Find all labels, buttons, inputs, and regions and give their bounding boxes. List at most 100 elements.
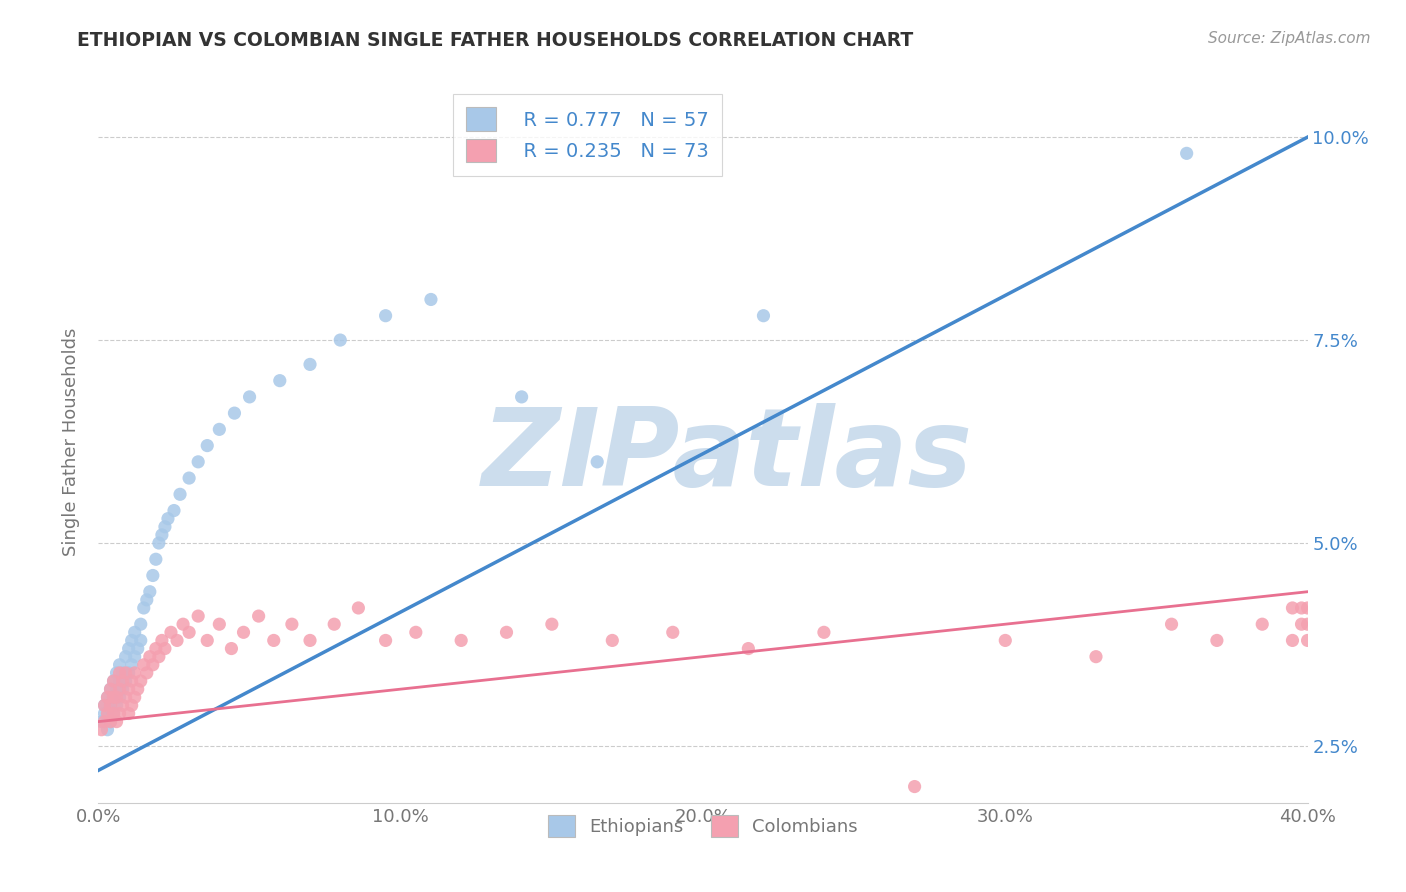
Point: [124, 665, 146, 680]
Point: [108, 673, 131, 688]
Point: [1281, 633, 1303, 648]
Point: [96, 706, 118, 721]
Point: [96, 706, 118, 721]
Point: [100, 682, 122, 697]
Point: [1291, 617, 1313, 632]
Point: [103, 706, 125, 721]
Point: [450, 633, 472, 648]
Point: [148, 536, 170, 550]
Point: [100, 714, 122, 729]
Point: [166, 633, 188, 648]
Point: [169, 487, 191, 501]
Point: [132, 601, 155, 615]
Point: [405, 625, 427, 640]
Point: [142, 657, 165, 672]
Point: [1206, 633, 1229, 648]
Point: [163, 503, 186, 517]
Point: [90, 714, 112, 729]
Point: [118, 706, 141, 721]
Point: [347, 601, 370, 615]
Point: [195, 439, 218, 453]
Point: [96, 690, 118, 705]
Text: Source: ZipAtlas.com: Source: ZipAtlas.com: [1208, 31, 1371, 46]
Point: [105, 682, 128, 697]
Point: [129, 673, 152, 688]
Point: [111, 665, 134, 680]
Point: [114, 690, 136, 705]
Point: [135, 592, 157, 607]
Point: [127, 641, 149, 656]
Point: [90, 723, 112, 737]
Point: [96, 690, 118, 705]
Point: [208, 422, 231, 436]
Point: [103, 673, 125, 688]
Point: [108, 665, 131, 680]
Point: [281, 617, 304, 632]
Point: [495, 625, 517, 640]
Point: [111, 698, 134, 713]
Point: [208, 617, 231, 632]
Point: [153, 641, 176, 656]
Point: [1085, 649, 1108, 664]
Point: [420, 293, 443, 307]
Point: [737, 641, 759, 656]
Point: [135, 665, 157, 680]
Point: [1296, 617, 1319, 632]
Point: [263, 633, 285, 648]
Point: [661, 625, 683, 640]
Point: [105, 690, 128, 705]
Point: [121, 698, 143, 713]
Point: [111, 673, 134, 688]
Point: [299, 358, 322, 372]
Point: [904, 780, 927, 794]
Point: [103, 706, 125, 721]
Point: [1281, 601, 1303, 615]
Point: [179, 471, 201, 485]
Point: [221, 641, 243, 656]
Point: [114, 649, 136, 664]
Point: [172, 617, 194, 632]
Point: [121, 633, 143, 648]
Y-axis label: Single Father Households: Single Father Households: [62, 327, 80, 556]
Point: [129, 633, 152, 648]
Point: [124, 625, 146, 640]
Point: [121, 657, 143, 672]
Point: [96, 723, 118, 737]
Point: [105, 714, 128, 729]
Point: [121, 673, 143, 688]
Point: [153, 520, 176, 534]
Point: [132, 657, 155, 672]
Point: [108, 682, 131, 697]
Point: [114, 673, 136, 688]
Point: [142, 568, 165, 582]
Point: [239, 390, 262, 404]
Point: [224, 406, 246, 420]
Point: [156, 511, 179, 525]
Point: [100, 698, 122, 713]
Point: [124, 690, 146, 705]
Point: [93, 698, 115, 713]
Point: [118, 665, 141, 680]
Point: [150, 633, 173, 648]
Point: [124, 649, 146, 664]
Text: ETHIOPIAN VS COLOMBIAN SINGLE FATHER HOUSEHOLDS CORRELATION CHART: ETHIOPIAN VS COLOMBIAN SINGLE FATHER HOU…: [77, 31, 914, 50]
Point: [374, 633, 396, 648]
Point: [145, 552, 167, 566]
Point: [752, 309, 775, 323]
Point: [1296, 633, 1319, 648]
Text: ZIPatlas: ZIPatlas: [482, 403, 973, 509]
Point: [103, 673, 125, 688]
Point: [111, 682, 134, 697]
Point: [160, 625, 183, 640]
Point: [232, 625, 254, 640]
Point: [148, 649, 170, 664]
Point: [1296, 601, 1319, 615]
Point: [100, 682, 122, 697]
Point: [269, 374, 291, 388]
Point: [1251, 617, 1274, 632]
Point: [93, 706, 115, 721]
Point: [1291, 601, 1313, 615]
Point: [179, 625, 201, 640]
Legend: Ethiopians, Colombians: Ethiopians, Colombians: [541, 808, 865, 845]
Point: [108, 690, 131, 705]
